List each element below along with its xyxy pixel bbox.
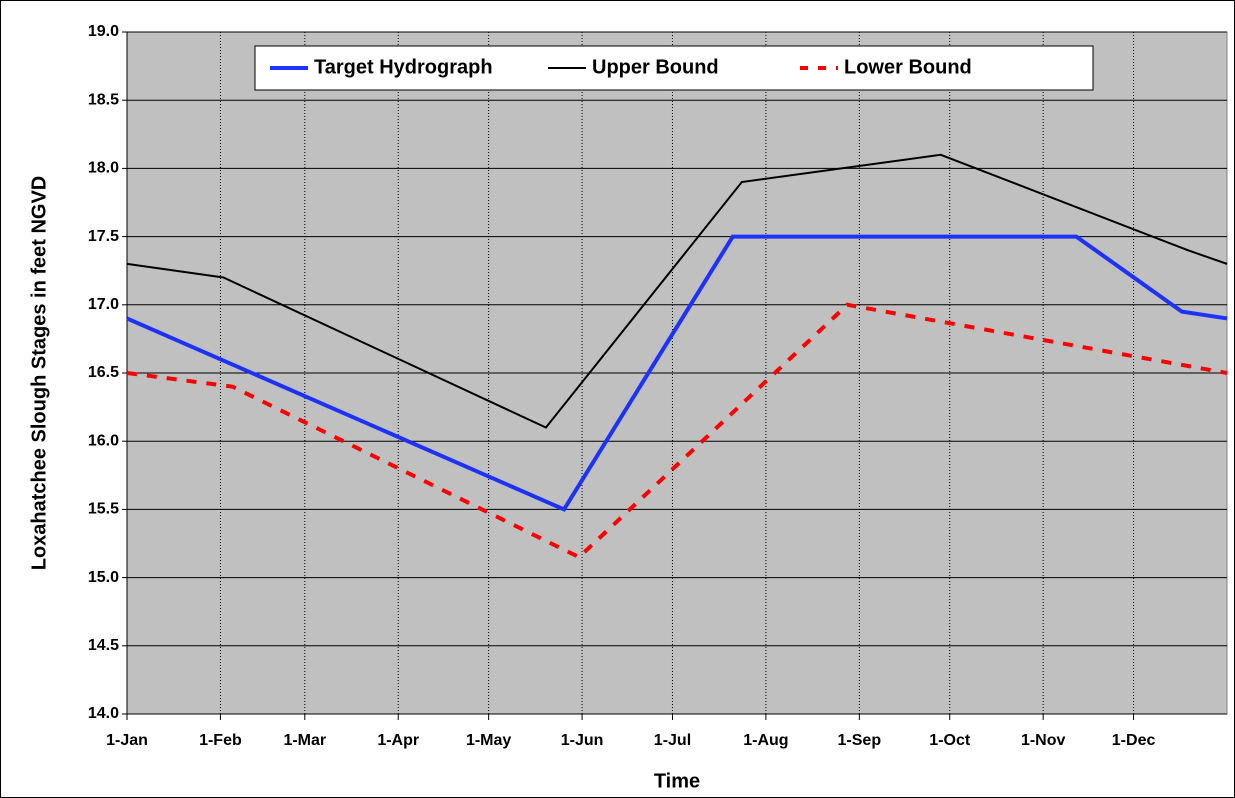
x-tick-label: 1-Jan — [106, 732, 148, 749]
x-tick-label: 1-Aug — [743, 732, 788, 749]
legend-box — [254, 45, 1094, 91]
y-tick-label: 15.5 — [88, 501, 119, 518]
x-tick-label: 1-Jun — [561, 732, 604, 749]
x-tick-label: 1-Oct — [929, 732, 971, 749]
series-line — [126, 302, 1228, 560]
y-axis-label: Loxahatchee Slough Stages in feet NGVD — [28, 176, 50, 571]
y-tick-label: 14.0 — [88, 705, 119, 722]
series-line — [126, 234, 1228, 512]
y-tick-label: 15.0 — [88, 569, 119, 586]
y-tick-label: 18.5 — [88, 91, 119, 108]
y-tick-label: 16.0 — [88, 432, 119, 449]
y-tick-label: 19.0 — [88, 23, 119, 40]
x-tick-label: 1-Apr — [377, 732, 419, 749]
legend-label: Upper Bound — [592, 56, 719, 78]
x-axis-label: Time — [654, 770, 700, 792]
y-tick-label: 17.5 — [88, 228, 119, 245]
y-tick-label: 14.5 — [88, 637, 119, 654]
x-tick-label: 1-May — [466, 732, 511, 749]
legend-label: Target Hydrograph — [314, 56, 493, 78]
y-tick-label: 18.0 — [88, 160, 119, 177]
y-tick-label: 16.5 — [88, 364, 119, 381]
x-tick-label: 1-Mar — [283, 732, 326, 749]
x-tick-label: 1-Jul — [654, 732, 691, 749]
x-tick-label: 1-Feb — [199, 732, 242, 749]
series-line — [126, 153, 1228, 429]
legend-label: Lower Bound — [844, 56, 972, 78]
x-tick-label: 1-Sep — [838, 732, 882, 749]
x-tick-label: 1-Nov — [1021, 732, 1066, 749]
y-tick-label: 17.0 — [88, 296, 119, 313]
x-tick-label: 1-Dec — [1112, 732, 1156, 749]
